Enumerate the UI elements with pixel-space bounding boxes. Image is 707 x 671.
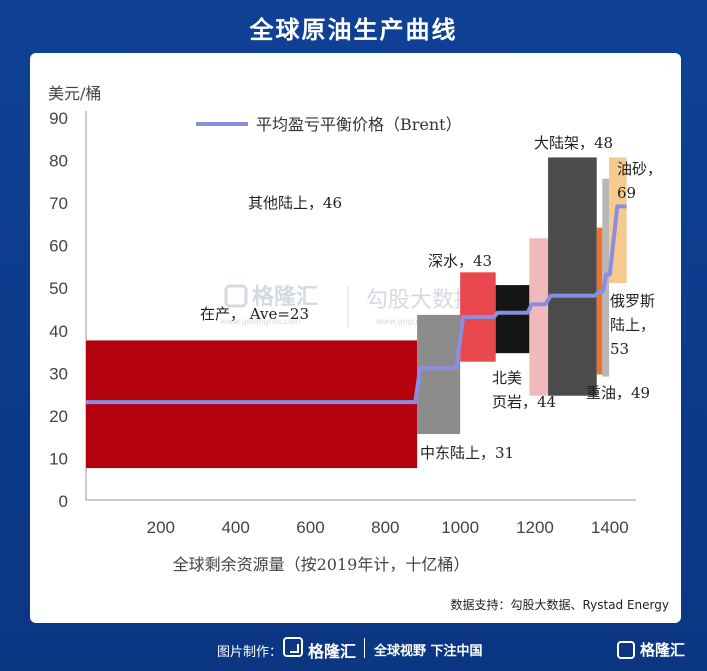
data-label-重油: 重油，49: [586, 384, 650, 402]
chart-card: 0 10 20 30 40 50 60 70 80 90 200 400 600 800 1000 1200 1…: [30, 53, 681, 623]
data-label-俄罗斯陆上: 53: [610, 340, 629, 358]
data-label-大陆架: 大陆架，48: [534, 134, 613, 152]
data-label-油砂: 油砂，: [617, 160, 662, 178]
corner-logo: 格隆汇: [617, 639, 697, 663]
data-label-北美页岩: 北美: [492, 369, 522, 387]
y-tick-label: 0: [59, 492, 68, 511]
y-axis-title: 美元/桶: [48, 84, 101, 103]
breakeven-line: [86, 204, 627, 405]
made-by-label: 图片制作：: [217, 645, 283, 660]
y-tick-label: 10: [49, 449, 68, 468]
gelonghui-logo-icon: [283, 637, 303, 657]
x-tick-label: 600: [296, 518, 324, 537]
footer-brand: 格隆汇: [308, 642, 357, 661]
x-tick-label: 1400: [591, 518, 629, 537]
bar-在产: [86, 340, 418, 469]
x-tick-label: 1000: [441, 518, 479, 537]
footer-slogan: 全球视野 下注中国: [374, 644, 483, 659]
y-tick-label: 50: [49, 279, 68, 298]
data-label-俄罗斯陆上: 陆上，: [610, 316, 655, 334]
bar-重油: [596, 227, 603, 375]
data-label-北美页岩: 页岩，44: [492, 393, 556, 411]
page-title: 全球原油生产曲线: [249, 16, 458, 44]
footer: 图片制作： 格隆汇 全球视野 下注中国: [0, 632, 707, 662]
y-tick-label: 90: [49, 109, 68, 128]
y-tick-label: 70: [49, 194, 68, 213]
watermark-brand-url: www.gelonghui.com: [220, 317, 301, 326]
x-axis-title: 全球剩余资源量（按2019年计，十亿桶）: [173, 555, 470, 574]
data-label-在产: 在产， Ave=23: [200, 305, 309, 323]
footer-divider: [364, 638, 365, 658]
y-tick-label: 30: [49, 364, 68, 383]
bar-其他陆上: [529, 238, 549, 396]
data-label-其他陆上: 其他陆上，46: [248, 194, 342, 212]
watermark-brand: 格隆汇: [252, 284, 318, 310]
y-tick-label: 80: [49, 152, 68, 171]
chart: 0 10 20 30 40 50 60 70 80 90 200 400 600 800 1000 1200 1…: [48, 84, 662, 574]
data-source: 数据支持：勾股大数据、Rystad Energy: [450, 598, 669, 612]
legend-label: 平均盈亏平衡价格（Brent）: [256, 115, 462, 134]
y-tick-label: 20: [49, 407, 68, 426]
x-tick-label: 800: [371, 518, 399, 537]
x-tick-label: 1200: [516, 518, 554, 537]
corner-logo-icon: [617, 641, 635, 659]
bar-中东陆上: [417, 314, 461, 435]
watermark-gogu: 勾股大数据: [366, 288, 476, 313]
data-label-俄罗斯陆上: 俄罗斯: [610, 292, 655, 310]
watermark-logo-icon: [224, 284, 248, 308]
x-tick-label: 200: [147, 518, 175, 537]
data-label-中东陆上: 中东陆上，31: [420, 444, 514, 462]
y-tick-label: 60: [49, 237, 68, 256]
bar-大陆架: [548, 157, 597, 396]
bar-北美页岩: [495, 285, 530, 354]
data-label-深水: 深水，43: [428, 252, 492, 270]
corner-brand: 格隆汇: [640, 641, 686, 659]
data-label-油砂: 69: [617, 184, 636, 202]
y-tick-label: 40: [49, 322, 68, 341]
x-tick-label: 400: [221, 518, 249, 537]
watermark-gogu-url: www.gogudata.com: [376, 317, 455, 326]
